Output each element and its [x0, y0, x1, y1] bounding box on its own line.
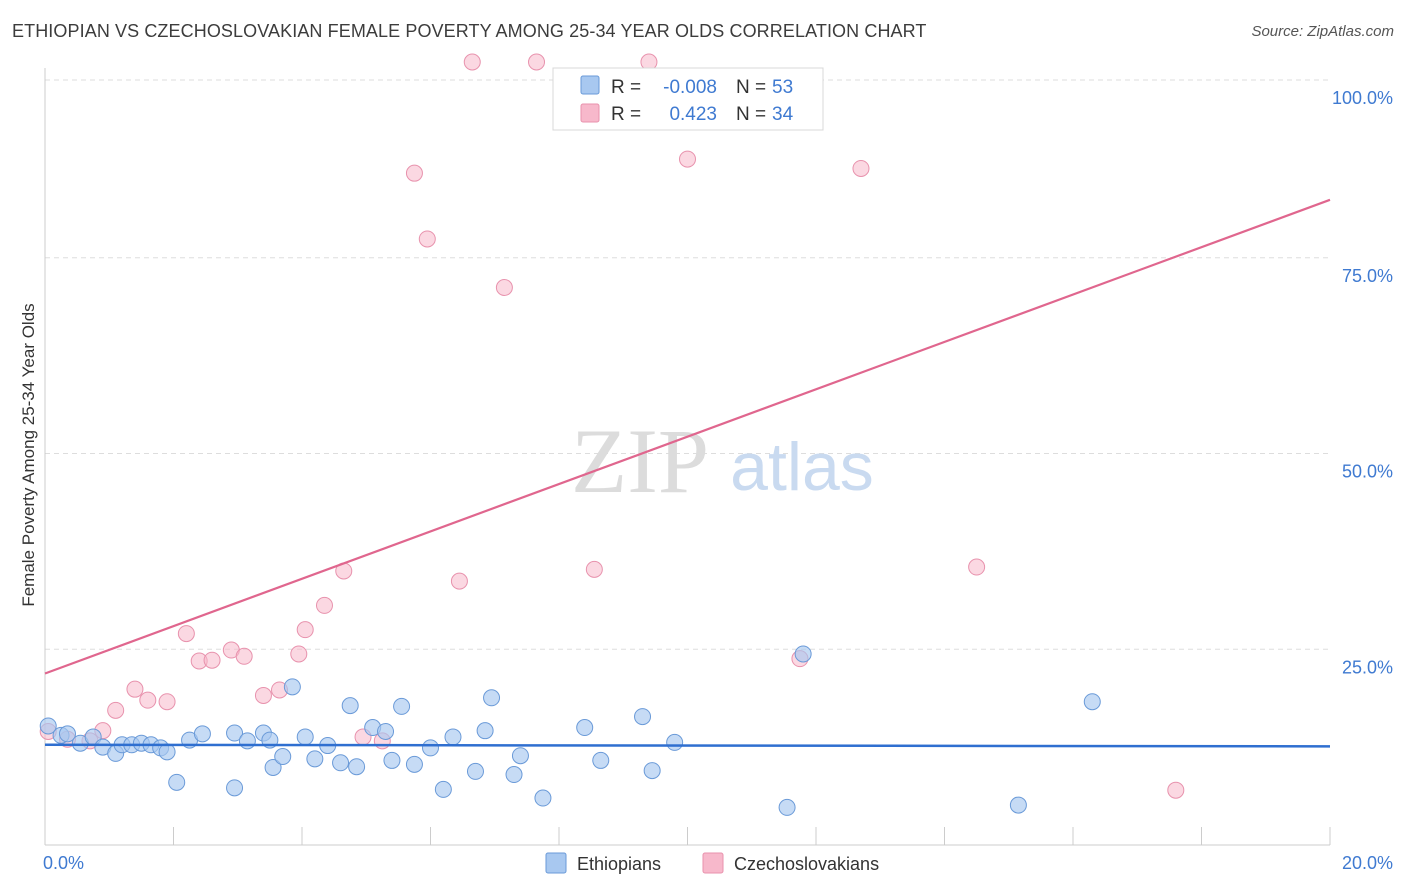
ethiopians-point-47 — [643, 762, 661, 780]
czechoslovakians-point-15 — [290, 645, 308, 663]
ethiopians-point-28 — [341, 697, 359, 715]
series-legend-label-czechoslovakians: Czechoslovakians — [734, 854, 879, 874]
czechoslovakians-point-7 — [158, 693, 176, 711]
ethiopians-point-33 — [393, 697, 411, 715]
x-tick-label-min: 0.0% — [43, 853, 84, 873]
ethiopians-point-23 — [283, 678, 301, 696]
x-tick-label-max: 20.0% — [1342, 853, 1393, 873]
y-tick-label-25: 25.0% — [1342, 657, 1393, 677]
ethiopians-point-36 — [434, 780, 452, 798]
legend-n-label-czechoslovakians: N = — [736, 104, 766, 125]
ethiopians-point-29 — [348, 758, 366, 776]
ethiopians-point-21 — [264, 758, 282, 776]
ethiopians-point-48 — [666, 733, 684, 751]
czechoslovakians-point-27 — [585, 560, 603, 578]
source-label: Source: ZipAtlas.com — [1251, 23, 1394, 40]
ethiopians-point-46 — [634, 708, 652, 726]
czechoslovakians-point-8 — [177, 625, 195, 643]
legend-r-value-czechoslovakians: 0.423 — [669, 104, 717, 125]
czechoslovakians-point-21 — [405, 164, 423, 182]
czechoslovakians-point-31 — [852, 159, 870, 177]
ethiopians-point-39 — [476, 722, 494, 740]
correlation-legend: R = -0.008 N = 53 R = 0.423 N = 34 — [552, 67, 824, 131]
czechoslovakians-point-26 — [528, 53, 546, 71]
ethiopians-points — [39, 645, 1101, 816]
legend-n-value-ethiopians: 53 — [772, 77, 793, 98]
czechoslovakians-point-12 — [235, 647, 253, 665]
axes — [44, 68, 1331, 846]
legend-swatch-czechoslovakians — [580, 103, 600, 123]
czechoslovakians-point-32 — [968, 558, 986, 576]
ethiopians-point-27 — [332, 754, 350, 772]
czechoslovakians-point-22 — [418, 230, 436, 248]
ethiopians-point-41 — [505, 766, 523, 784]
czechoslovakians-point-23 — [450, 572, 468, 590]
ethiopians-point-24 — [296, 728, 314, 746]
czechoslovakians-point-17 — [315, 596, 333, 614]
trend-lines — [44, 198, 1331, 748]
chart-title: ETHIOPIAN VS CZECHOSLOVAKIAN FEMALE POVE… — [12, 21, 927, 41]
watermark-zip: ZIP — [571, 410, 709, 512]
legend-r-value-ethiopians: -0.008 — [663, 77, 717, 98]
ethiopians-point-15 — [193, 725, 211, 743]
ethiopians-point-17 — [238, 732, 256, 750]
ethiopians-point-34 — [405, 755, 423, 773]
ethiopians-point-0 — [39, 717, 57, 735]
czechoslovakians-point-24 — [463, 53, 481, 71]
legend-r-label-czechoslovakians: R = — [611, 104, 641, 125]
czechoslovakians-point-6 — [139, 691, 157, 709]
ethiopians-point-44 — [576, 719, 594, 737]
czechoslovakians-point-33 — [1167, 781, 1185, 799]
ethiopians-point-16 — [226, 724, 244, 742]
ethiopians-point-49 — [778, 798, 796, 816]
watermark-atlas: atlas — [730, 429, 874, 505]
ethiopians-point-32 — [383, 751, 401, 769]
ethiopians-point-18 — [226, 779, 244, 797]
ethiopians-point-37 — [444, 728, 462, 746]
ethiopians-point-35 — [422, 739, 439, 757]
series-legend-swatch-ethiopians — [545, 852, 567, 874]
ethiopians-point-38 — [466, 762, 484, 780]
czechoslovakians-trend-line — [44, 198, 1331, 675]
legend-n-label-ethiopians: N = — [736, 77, 766, 98]
y-axis-label: Female Poverty Among 25-34 Year Olds — [19, 303, 38, 606]
czechoslovakians-point-29 — [679, 150, 696, 168]
czechoslovakians-point-13 — [254, 686, 272, 704]
czechoslovakians-point-4 — [107, 701, 125, 719]
legend-n-value-czechoslovakians: 34 — [772, 104, 794, 125]
czechoslovakians-point-5 — [126, 680, 144, 698]
legend-swatch-ethiopians — [580, 75, 600, 95]
ethiopians-point-52 — [1083, 693, 1101, 711]
ethiopians-point-45 — [592, 751, 610, 769]
tick-labels: 25.0% 50.0% 75.0% 100.0% 0.0% 20.0% — [43, 88, 1393, 873]
ethiopians-trend-line — [44, 743, 1331, 748]
ethiopians-point-12 — [158, 743, 176, 761]
y-tick-label-75: 75.0% — [1342, 266, 1393, 286]
czechoslovakians-point-10 — [203, 651, 221, 669]
series-legend-swatch-czechoslovakians — [702, 852, 724, 874]
y-tick-label-50: 50.0% — [1342, 462, 1393, 482]
series-legend: Ethiopians Czechoslovakians — [545, 852, 879, 874]
ethiopians-point-50 — [794, 645, 812, 663]
legend-r-label-ethiopians: R = — [611, 77, 641, 98]
y-tick-label-100: 100.0% — [1332, 88, 1393, 108]
ethiopians-point-2 — [58, 725, 76, 743]
ethiopians-point-51 — [1009, 796, 1027, 814]
ethiopians-point-40 — [483, 689, 501, 707]
ethiopians-point-22 — [274, 748, 292, 766]
ethiopians-point-31 — [377, 722, 395, 740]
czechoslovakians-point-16 — [296, 621, 314, 639]
ethiopians-point-25 — [306, 750, 324, 768]
ethiopians-point-42 — [511, 747, 529, 765]
ethiopians-point-13 — [168, 773, 186, 791]
series-legend-label-ethiopians: Ethiopians — [577, 854, 661, 874]
watermark: ZIP atlas — [571, 410, 874, 512]
ethiopians-point-43 — [534, 789, 552, 807]
czechoslovakians-point-25 — [495, 279, 513, 297]
